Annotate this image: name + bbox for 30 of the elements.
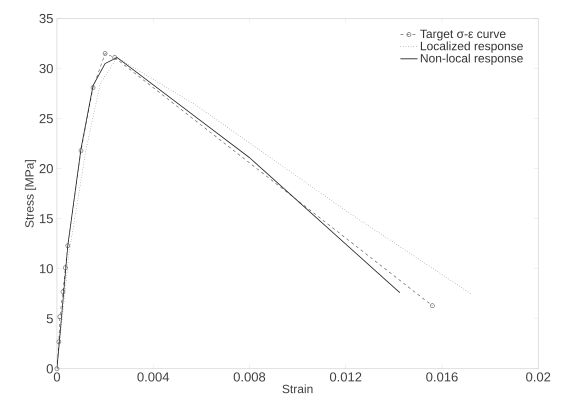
point [60, 290, 66, 294]
legend-label: Non-local response [420, 54, 523, 66]
y-tick-label: 0 [46, 364, 53, 374]
y-axis-title: Stress [MPa] [24, 160, 36, 228]
legend-label: Target σ-ε curve [420, 30, 506, 41]
x-tick-label: 0.016 [426, 372, 458, 382]
point [112, 55, 118, 60]
y-tick-label: 15 [40, 214, 53, 224]
point [430, 304, 435, 308]
point [102, 51, 108, 56]
y-tick-label: 30 [39, 64, 53, 74]
point [78, 148, 84, 154]
x-tick-label: 0.004 [137, 372, 170, 382]
x-tick-label: 0.008 [234, 372, 266, 382]
y-tick-label: 20 [40, 164, 53, 174]
point [56, 340, 62, 344]
y-tick-label: 5 [46, 314, 53, 324]
x-tick-label: 0.02 [526, 372, 550, 382]
point [54, 366, 60, 372]
y-tick-label: 25 [40, 114, 53, 124]
y-tick-label: 10 [40, 264, 53, 274]
x-tick-label: 0 [54, 372, 60, 382]
point [90, 86, 96, 90]
x-tick-label: 0.012 [330, 372, 362, 382]
point [63, 266, 68, 270]
point [65, 244, 70, 248]
y-tick-label: 35 [39, 14, 53, 24]
x-axis-title: Strain [282, 384, 312, 394]
legend-label: Localized response [420, 42, 523, 53]
point [58, 314, 62, 320]
